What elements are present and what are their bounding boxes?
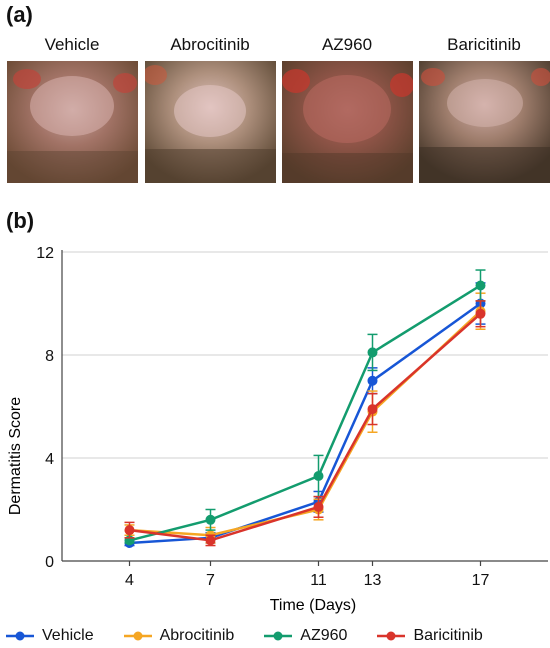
dermatitis-line-chart: 0 4 8 12 4 7 11 13 17 Time (Days) Dermatitis Sco… xyxy=(7,245,548,614)
panel-b-label: (b) xyxy=(6,208,35,233)
series-line-vehicle xyxy=(129,302,482,545)
legend-swatch-vehicle xyxy=(6,631,34,641)
photo-vehicle xyxy=(7,61,138,183)
legend-item-abrocitinib: Abrocitinib xyxy=(123,627,235,645)
legend-swatch-az960 xyxy=(264,631,293,641)
x-tick-label: 4 xyxy=(125,572,134,589)
data-point-baricitinib xyxy=(124,525,135,536)
photo-az960 xyxy=(282,61,413,183)
data-point-baricitinib xyxy=(475,308,486,319)
legend-label-abrocitinib: Abrocitinib xyxy=(159,627,235,644)
photo-title-abrocitinib: Abrocitinib xyxy=(170,35,250,54)
x-tick-label: 13 xyxy=(364,572,382,589)
data-point-az960 xyxy=(475,280,486,291)
data-point-baricitinib xyxy=(313,501,324,512)
photo-baricitinib xyxy=(419,61,550,183)
series-line-abrocitinib xyxy=(129,310,482,537)
photo-title-vehicle: Vehicle xyxy=(44,35,100,54)
grid-lines xyxy=(62,251,548,562)
series-az960 xyxy=(124,269,486,546)
chart-axes: 0 4 8 12 4 7 11 13 17 xyxy=(36,245,548,589)
series-vehicle xyxy=(124,282,486,548)
y-tick-label: 0 xyxy=(45,554,54,571)
photo-title-baricitinib: Baricitinib xyxy=(447,35,521,54)
series-layer xyxy=(124,269,486,548)
legend-swatch-baricitinib xyxy=(377,631,406,641)
data-point-baricitinib xyxy=(205,535,216,546)
legend-item-az960: AZ960 xyxy=(264,627,347,645)
y-tick-label: 4 xyxy=(45,451,54,468)
data-point-baricitinib xyxy=(367,404,378,415)
legend-item-baricitinib: Baricitinib xyxy=(377,627,483,645)
legend-label-az960: AZ960 xyxy=(300,627,348,644)
series-baricitinib xyxy=(124,300,486,547)
x-tick-label: 17 xyxy=(472,572,490,589)
legend-swatch-abrocitinib xyxy=(123,631,152,641)
y-tick-label: 8 xyxy=(45,348,54,365)
x-tick-label: 11 xyxy=(310,572,327,589)
y-tick-label: 12 xyxy=(36,245,54,262)
x-tick-label: 7 xyxy=(206,572,215,589)
x-axis-label: Time (Days) xyxy=(270,597,357,614)
legend-label-baricitinib: Baricitinib xyxy=(413,627,483,644)
photo-title-az960: AZ960 xyxy=(321,35,373,54)
legend-item-vehicle: Vehicle xyxy=(6,627,94,645)
y-axis-label: Dermatitis Score xyxy=(7,397,24,515)
series-line-az960 xyxy=(129,284,482,542)
chart-legend: Vehicle Abrocitinib AZ960 Baricitinib xyxy=(6,624,550,648)
data-point-vehicle xyxy=(367,375,378,386)
data-point-az960 xyxy=(367,347,378,358)
legend-label-vehicle: Vehicle xyxy=(42,627,94,644)
data-point-az960 xyxy=(205,514,216,525)
panel-a-label: (a) xyxy=(6,2,33,27)
data-point-az960 xyxy=(313,471,324,482)
photo-abrocitinib xyxy=(145,61,276,183)
